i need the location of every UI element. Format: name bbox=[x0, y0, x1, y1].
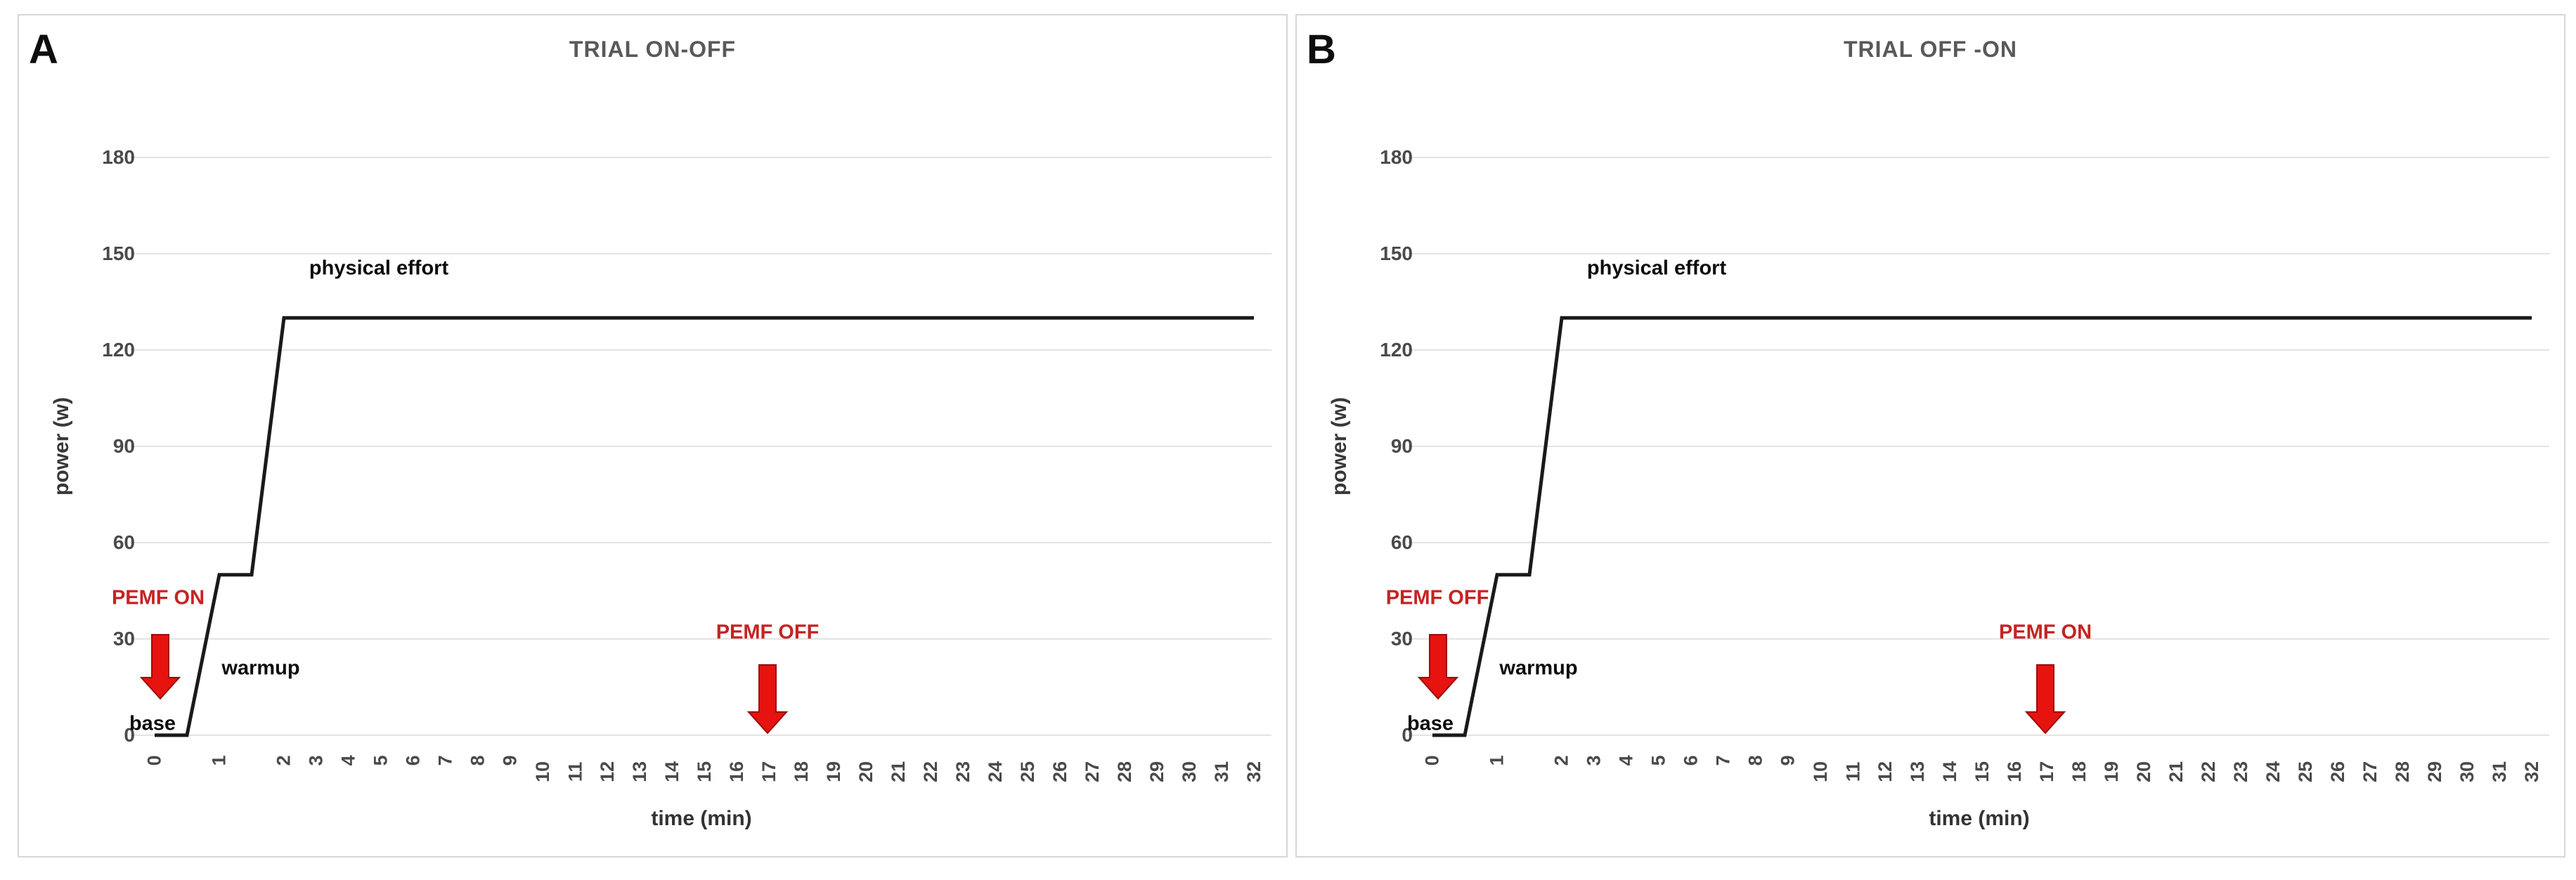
y-tick-label-90: 90 bbox=[1390, 435, 1413, 457]
y-tick-label-0: 0 bbox=[1402, 724, 1413, 746]
gridline-y-90 bbox=[1408, 446, 2549, 447]
phase-label-physical-effort: physical effort bbox=[309, 257, 449, 280]
y-tick-label-180: 180 bbox=[102, 146, 135, 168]
pemf-arrow-icon-0 bbox=[1417, 634, 1459, 700]
gridline-y-120 bbox=[130, 349, 1271, 351]
plot-area-b: 0 30 60 90 120 150 180 0 1 2 3 4 5 6 7 8 9 10 11 12 13 14 15 16… bbox=[1297, 15, 2564, 856]
y-tick-label-30: 30 bbox=[1390, 628, 1413, 649]
plot-area-a: 0 30 60 90 120 150 180 0 1 2 3 4 5 6 7 8 9 10 11 12 13 14 15 16… bbox=[19, 15, 1286, 856]
power-line bbox=[1432, 316, 2532, 737]
gridline-y-60 bbox=[130, 542, 1271, 543]
pemf-label-pemf-on: PEMF ON bbox=[1998, 621, 2092, 644]
x-axis-title-a: time (min) bbox=[651, 807, 752, 830]
gridline-y-90 bbox=[130, 446, 1271, 447]
pemf-arrow-icon-1 bbox=[746, 664, 789, 735]
gridline-y-30 bbox=[130, 638, 1271, 640]
y-tick-label-120: 120 bbox=[1380, 339, 1413, 361]
phase-label-base: base bbox=[129, 712, 176, 735]
y-tick-label-60: 60 bbox=[1390, 531, 1413, 553]
chart-svg-layer bbox=[1417, 316, 2532, 737]
chart-panel-b: B TRIAL OFF -ON power (w) time (min) 0 30… bbox=[1295, 14, 2565, 858]
gridline-y-150 bbox=[130, 253, 1271, 254]
gridline-y-120 bbox=[1408, 349, 2549, 351]
pemf-label-pemf-off: PEMF OFF bbox=[716, 621, 820, 644]
chart-title-a: TRIAL ON-OFF bbox=[569, 37, 737, 62]
gridline-y-0 bbox=[130, 735, 1271, 736]
phase-label-physical-effort: physical effort bbox=[1586, 257, 1727, 280]
panel-letter-b: B bbox=[1307, 27, 1336, 72]
phase-label-base: base bbox=[1406, 712, 1454, 735]
y-tick-label-90: 90 bbox=[112, 435, 135, 457]
chart-panel-a: A TRIAL ON-OFF power (w) time (min) 0 30 6… bbox=[18, 14, 1288, 858]
pemf-label-pemf-off: PEMF OFF bbox=[1385, 586, 1489, 609]
gridline-y-180 bbox=[130, 157, 1271, 158]
gridline-y-150 bbox=[1408, 253, 2549, 254]
y-tick-label-150: 150 bbox=[102, 242, 135, 264]
pemf-label-pemf-on: PEMF ON bbox=[111, 586, 205, 609]
y-tick-label-120: 120 bbox=[102, 339, 135, 361]
gridline-y-0 bbox=[1408, 735, 2549, 736]
gridline-y-30 bbox=[1408, 638, 2549, 640]
chart-title-b: TRIAL OFF -ON bbox=[1843, 37, 2018, 62]
y-tick-label-150: 150 bbox=[1380, 242, 1413, 264]
power-line bbox=[155, 316, 1254, 737]
y-tick-label-180: 180 bbox=[1380, 146, 1413, 168]
gridline-y-180 bbox=[1408, 157, 2549, 158]
panel-letter-a: A bbox=[29, 27, 58, 72]
pemf-arrow-icon-1 bbox=[2024, 664, 2066, 735]
gridline-y-60 bbox=[1408, 542, 2549, 543]
pemf-arrow-icon-0 bbox=[139, 634, 181, 700]
phase-label-warmup: warmup bbox=[1499, 656, 1578, 680]
y-tick-label-30: 30 bbox=[112, 628, 135, 649]
y-tick-label-0: 0 bbox=[124, 724, 135, 746]
chart-svg-layer bbox=[139, 316, 1254, 737]
y-tick-label-60: 60 bbox=[112, 531, 135, 553]
phase-label-warmup: warmup bbox=[221, 656, 300, 680]
x-axis-title-b: time (min) bbox=[1929, 807, 2030, 830]
